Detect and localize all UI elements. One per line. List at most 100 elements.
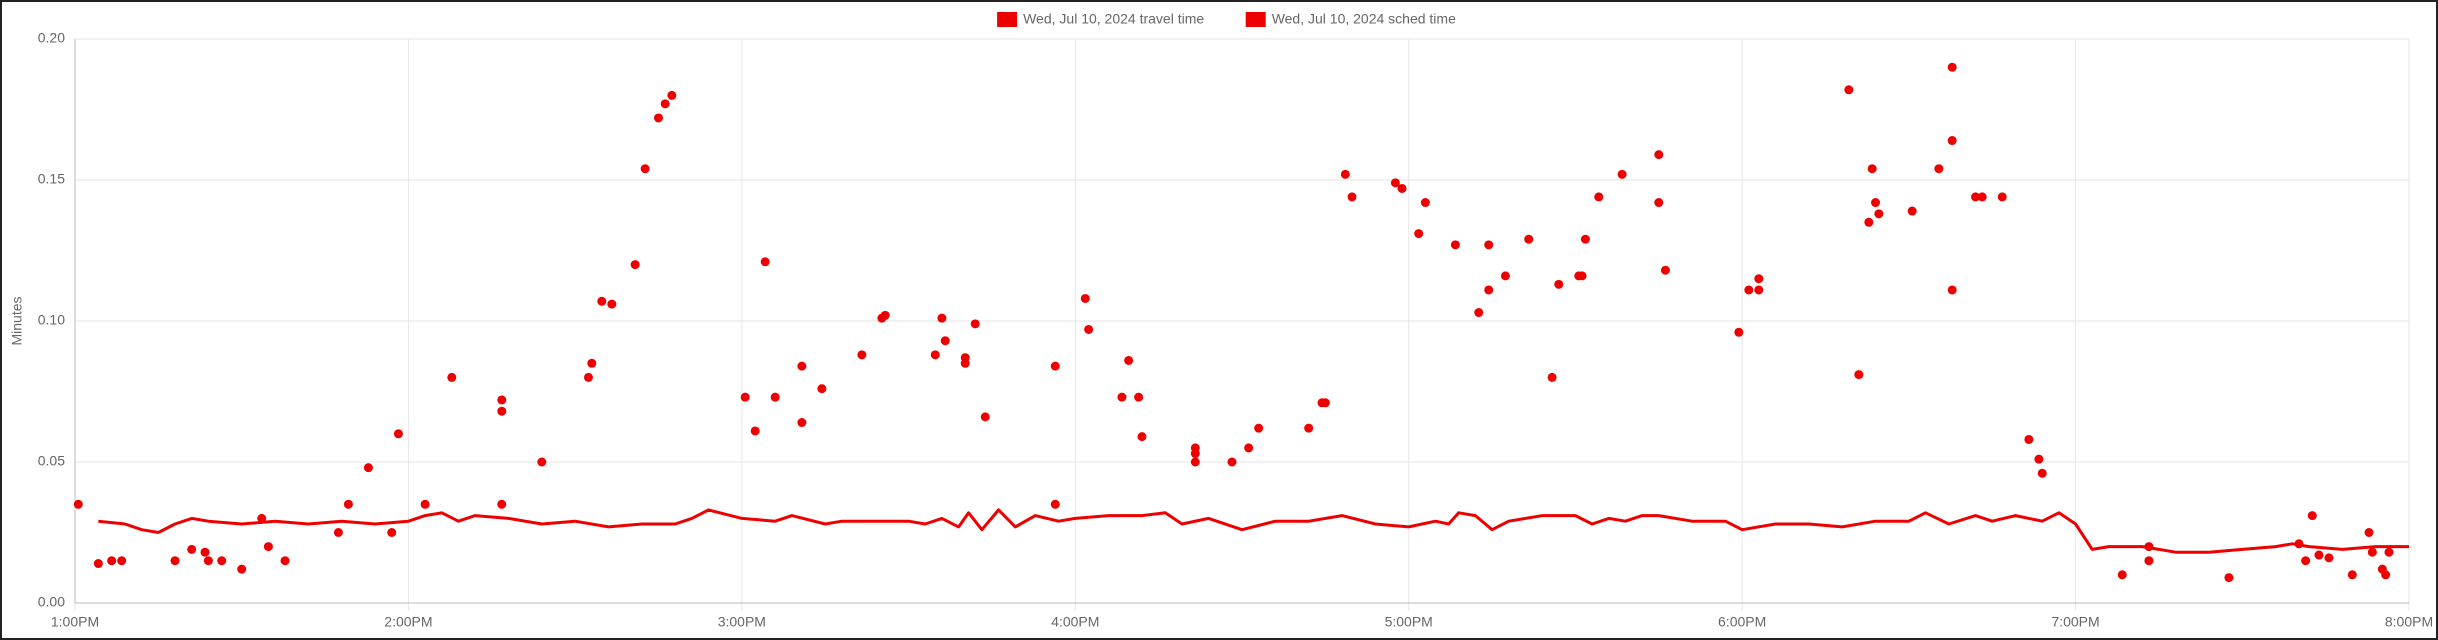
y-tick-label: 0.05 [38, 453, 65, 469]
point [387, 528, 397, 537]
point [1594, 192, 1604, 202]
point [1547, 372, 1557, 382]
point [1874, 209, 1884, 219]
point [1414, 229, 1424, 239]
point [960, 358, 970, 368]
point [1947, 136, 1957, 146]
point [1244, 443, 1254, 453]
point [93, 559, 103, 569]
line [98, 508, 2409, 554]
point [1124, 355, 1134, 365]
legend-label: Wed, Jul 10, 2024 sched time [1272, 11, 1456, 27]
x-tick-label: 2:00PM [384, 614, 432, 630]
point [1754, 274, 1764, 284]
point [750, 426, 760, 436]
point [607, 299, 617, 309]
point [1134, 392, 1144, 402]
point [2224, 573, 2234, 583]
point [1744, 285, 1754, 295]
point [1554, 279, 1564, 289]
point [940, 336, 950, 346]
point [654, 113, 663, 123]
point [583, 372, 593, 382]
y-axis-title: Minutes [9, 296, 25, 345]
point [1971, 192, 1981, 202]
x-tick-label: 1:00PM [51, 614, 99, 630]
point [770, 392, 780, 402]
point [640, 164, 650, 174]
point [2324, 553, 2334, 563]
point [1347, 192, 1357, 202]
point [1474, 308, 1484, 318]
point [937, 313, 947, 323]
point [1867, 164, 1877, 174]
point [2384, 547, 2394, 557]
point [1050, 499, 1060, 509]
point [587, 358, 597, 368]
point [1734, 327, 1744, 337]
point [1190, 457, 1200, 467]
point [797, 418, 807, 428]
point [263, 542, 273, 552]
point [393, 429, 403, 439]
point [1977, 192, 1987, 202]
point [343, 499, 353, 509]
point [200, 547, 210, 557]
point [1654, 198, 1664, 208]
point [203, 556, 213, 566]
x-tick-label: 3:00PM [718, 614, 766, 630]
point [1080, 293, 1090, 303]
point [1390, 178, 1400, 188]
point [1907, 206, 1917, 216]
point [170, 556, 180, 566]
x-tick-label: 7:00PM [2051, 614, 2099, 630]
legend-swatch [1245, 12, 1266, 27]
point [2024, 434, 2034, 444]
point [1420, 198, 1430, 208]
point [1854, 370, 1864, 380]
point [447, 372, 457, 382]
point [2364, 528, 2374, 537]
point [1484, 285, 1494, 295]
point [1500, 271, 1510, 281]
point [73, 499, 83, 509]
point [537, 457, 547, 467]
point [1320, 398, 1330, 408]
point [760, 257, 770, 267]
point [1871, 198, 1881, 208]
point [1997, 192, 2007, 202]
point [2301, 556, 2311, 566]
point [187, 544, 197, 554]
point [497, 395, 507, 405]
point [660, 99, 670, 109]
legend-swatch [997, 12, 1018, 27]
point [1117, 392, 1127, 402]
point [333, 528, 343, 537]
point [1654, 150, 1664, 160]
point [1254, 423, 1264, 433]
point [817, 384, 827, 394]
point [930, 350, 940, 360]
point [117, 556, 127, 566]
point [1524, 234, 1534, 244]
point [1660, 265, 1670, 275]
y-tick-label: 0.20 [38, 30, 65, 46]
point [1484, 240, 1494, 250]
point [107, 556, 117, 566]
point [2144, 556, 2154, 566]
point [2034, 454, 2044, 464]
point [1190, 449, 1200, 459]
point [420, 499, 430, 509]
point [980, 412, 990, 422]
point [1844, 85, 1854, 95]
y-tick-label: 0.00 [38, 594, 65, 610]
x-tick-label: 6:00PM [1718, 614, 1766, 630]
point [237, 564, 247, 574]
point [217, 556, 227, 566]
point [2307, 511, 2317, 521]
point [1617, 169, 1627, 179]
y-tick-label: 0.15 [38, 171, 65, 187]
